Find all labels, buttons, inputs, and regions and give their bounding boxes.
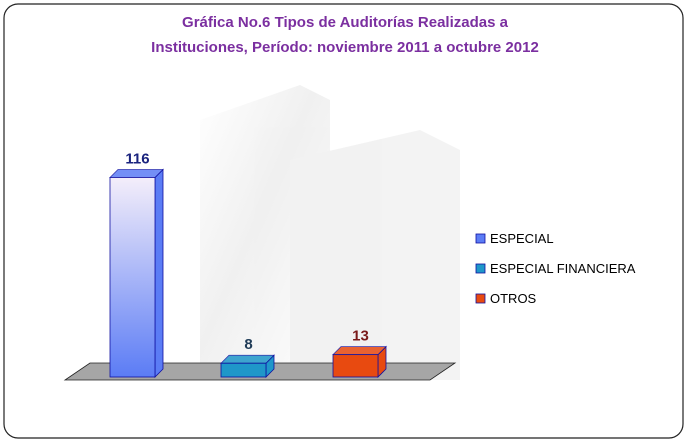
bar-top <box>220 354 275 364</box>
legend-swatch <box>475 233 486 244</box>
background-building <box>200 85 460 380</box>
bar-side <box>154 168 164 378</box>
bar-top <box>332 346 387 356</box>
value-label: 116 <box>125 150 149 167</box>
legend-swatch <box>475 293 486 304</box>
bar <box>109 177 156 378</box>
legend-label: ESPECIAL FINANCIERA <box>490 261 636 276</box>
value-label: 13 <box>352 328 369 345</box>
legend-label: OTROS <box>490 291 537 306</box>
bar <box>220 362 267 378</box>
bar <box>332 354 379 378</box>
value-label: 8 <box>244 336 252 353</box>
legend-label: ESPECIAL <box>490 231 554 246</box>
bar-top <box>109 169 164 178</box>
chart-title: Gráfica No.6 Tipos de Auditorías Realiza… <box>182 14 509 31</box>
legend-swatch <box>475 263 486 274</box>
chart-title: Instituciones, Período: noviembre 2011 a… <box>151 39 539 56</box>
